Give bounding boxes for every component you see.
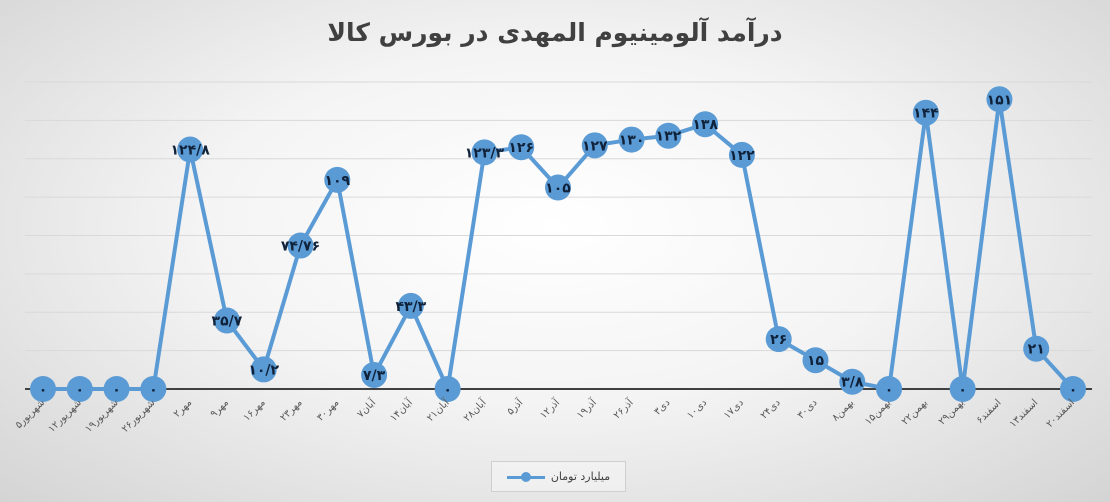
legend: میلیارد تومان (491, 461, 626, 492)
x-tick-label: ۷آبان (354, 395, 379, 420)
x-tick-label: ۲۰اسفند (1044, 397, 1077, 430)
data-point (471, 139, 498, 166)
data-point (30, 376, 56, 402)
data-label: ۱۰۵ (545, 181, 571, 197)
x-tick-label: ۲۲بهمن (900, 397, 930, 427)
x-tick-label: ۱۰دی (685, 397, 709, 421)
x-tick-label: ۱۲آذر (537, 395, 563, 421)
data-label: ۷۴/۷۶ (281, 239, 320, 255)
data-point (434, 376, 461, 402)
data-label: ۰ (958, 382, 967, 398)
x-tick-label: ۲۹بهمن (937, 397, 967, 427)
x-tick-label: ۳دی (652, 397, 672, 417)
data-point (508, 134, 535, 161)
data-point (876, 376, 903, 402)
data-point (802, 347, 829, 374)
data-point (250, 356, 277, 383)
x-tick-label: ۱۶مهر (242, 397, 268, 423)
data-point (140, 376, 167, 402)
data-label: ۰ (1069, 382, 1078, 398)
data-label: ۱۵ (807, 353, 825, 369)
x-tick-label: ۱۴آبان (387, 395, 416, 424)
data-point (728, 141, 755, 168)
data-point (765, 326, 792, 353)
x-tick-label: ۹مهر (209, 397, 232, 420)
data-label: ۱۰/۲ (248, 362, 279, 378)
x-tick-label: ۳۰دی (796, 397, 820, 421)
data-point (213, 307, 240, 334)
data-point (912, 99, 939, 126)
data-point (177, 136, 204, 163)
x-axis-ticks: ۵شهریور ۱۲شهریور ۱۹شهریور ۲۶شهریور ۲مهر ۹مهر ۱… (13, 395, 1077, 435)
x-tick-label: ۸بهمن (830, 397, 856, 423)
data-label: ۳۵/۷ (212, 314, 243, 330)
x-tick-label: ۵شهریور (13, 397, 47, 431)
data-point (1023, 335, 1050, 362)
x-tick-label: ۱۹شهریور (83, 397, 121, 435)
x-tick-label: ۲۶شهریور (120, 397, 158, 435)
data-point (397, 292, 424, 319)
legend-swatch (506, 471, 545, 483)
data-label: ۰ (885, 382, 894, 398)
legend-label: میلیارد تومان (550, 470, 611, 483)
data-point (949, 376, 976, 402)
gridlines (25, 81, 1092, 390)
x-tick-label: ۱۳اسفند (1008, 397, 1041, 430)
data-label: ۱۴۴ (913, 106, 939, 122)
data-label: ۰ (149, 382, 158, 398)
data-label: ۱۵۱ (987, 92, 1013, 108)
data-point (655, 122, 682, 149)
data-label: ۱۲۴/۸ (170, 143, 210, 159)
x-tick-label: ۵آذر (504, 395, 526, 417)
data-label: ۱۲۶ (508, 140, 534, 156)
data-label: ۱۳۲ (656, 129, 682, 145)
data-point (581, 132, 608, 159)
data-label: ۱۲۳/۳ (465, 145, 505, 161)
data-label: ۲۶ (770, 332, 787, 348)
data-point (545, 174, 571, 201)
data-label: ۲۱ (1028, 342, 1045, 358)
x-tick-label: ۱۵بهمن (863, 397, 893, 427)
data-point (287, 232, 314, 259)
data-label: ۱۲۲ (729, 148, 755, 164)
data-point (361, 361, 388, 388)
data-label: ۰ (112, 382, 121, 398)
data-label: ۰ (76, 382, 85, 398)
x-tick-label: ۲۳مهر (278, 397, 304, 423)
data-point (324, 166, 351, 193)
data-point (103, 376, 130, 402)
x-tick-label: ۱۹آذر (574, 395, 600, 421)
data-point (692, 111, 719, 138)
x-tick-label: ۳۰مهر (315, 397, 341, 423)
data-label: ۴۳/۳ (395, 299, 426, 315)
data-label: ۰ (39, 382, 48, 398)
data-label: ۱۰۹ (324, 173, 350, 189)
x-tick-label: ۶اسفند (975, 397, 1004, 426)
x-tick-label: ۲مهر (172, 397, 195, 420)
data-point (66, 376, 93, 402)
data-point (1060, 376, 1086, 402)
x-tick-label: ۱۲شهریور (46, 397, 84, 435)
data-point (839, 368, 866, 395)
data-label: ۷/۳ (363, 368, 386, 384)
data-point (618, 126, 645, 153)
x-tick-label: ۲۸آبان (460, 395, 489, 424)
data-label: ۱۳۸ (692, 117, 718, 133)
data-label: ۱۲۷ (582, 138, 608, 154)
data-label: ۱۳۰ (619, 133, 645, 149)
x-tick-label: ۱۷دی (722, 397, 746, 421)
x-tick-label: ۲۶آذر (610, 395, 636, 421)
chart-title: درآمد آلومینیوم المهدی در بورس کالا (327, 18, 783, 47)
data-point (986, 86, 1013, 113)
x-tick-label: ۲۴دی (759, 397, 783, 421)
data-label: ۰ (443, 382, 452, 398)
data-label: ۳/۸ (841, 375, 864, 391)
